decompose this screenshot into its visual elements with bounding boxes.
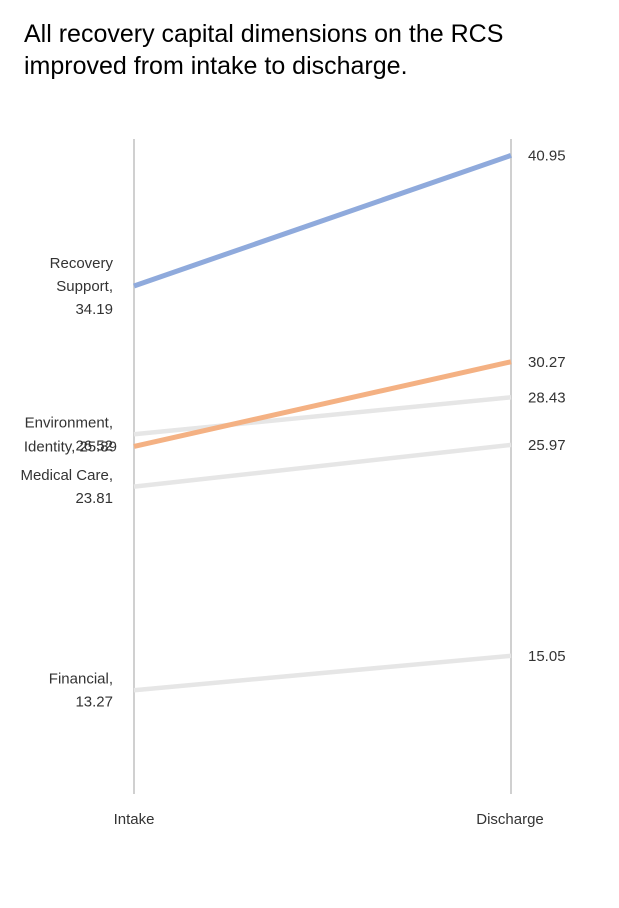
end-label-recovery-support: 40.95 <box>528 147 566 164</box>
end-label-identity: 30.27 <box>528 354 566 371</box>
start-label-environment: Environment, 26.52 <box>25 415 113 455</box>
chart-title: All recovery capital dimensions on the R… <box>24 20 504 80</box>
start-label-identity: Identity, 25.89 <box>24 438 117 455</box>
end-labels: 40.95 28.43 30.27 25.97 15.05 <box>528 147 566 664</box>
x-tick-intake: Intake <box>114 811 155 828</box>
x-tick-discharge: Discharge <box>476 811 544 828</box>
series-line-environment <box>133 395 512 437</box>
end-label-financial: 15.05 <box>528 648 566 665</box>
series-lines <box>133 153 512 693</box>
series-line-financial <box>133 653 512 693</box>
series-line-recovery-support <box>133 153 512 289</box>
end-label-medical-care: 25.97 <box>528 437 566 454</box>
start-label-financial: Financial, 13.27 <box>49 671 113 711</box>
start-label-medical-care: Medical Care, 23.81 <box>20 467 113 507</box>
series-line-identity <box>133 359 512 449</box>
start-label-recovery-support: Recovery Support, 34.19 <box>50 255 114 318</box>
end-label-environment: 28.43 <box>528 389 566 406</box>
series-line-medical-care <box>133 442 512 489</box>
start-labels: Recovery Support, 34.19 Environment, 26.52Id… <box>20 255 117 711</box>
